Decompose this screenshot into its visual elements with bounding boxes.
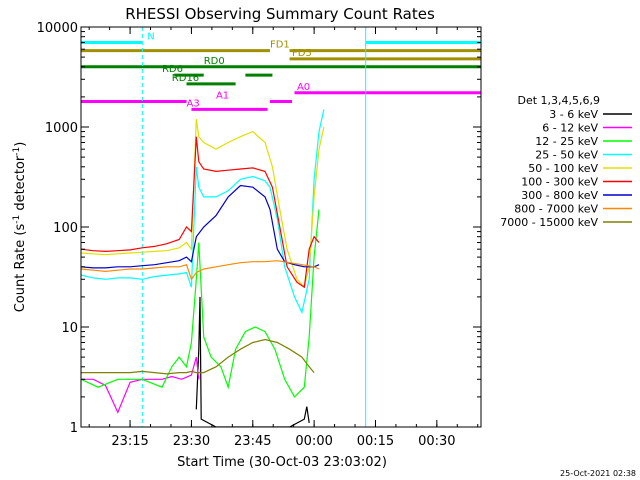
y-tick-label: 10000 bbox=[37, 21, 78, 36]
y-tick-label: 1000 bbox=[45, 121, 78, 136]
legend-label-25-50-kev: 25 - 50 keV bbox=[535, 149, 598, 162]
series-line-800-7000-kev bbox=[81, 260, 320, 281]
x-tick-label: 23:30 bbox=[173, 434, 210, 449]
state-label-rd6: RD6 bbox=[162, 64, 183, 75]
y-axis-label: Count Rate (s-1 detector-1) bbox=[12, 142, 28, 313]
legend-label-7000-15000-kev: 7000 - 15000 keV bbox=[500, 216, 598, 229]
legend-label-50-100-kev: 50 - 100 keV bbox=[528, 162, 598, 175]
series-line-100-300-kev bbox=[81, 136, 320, 289]
x-tick-label: 00:15 bbox=[357, 434, 394, 449]
legend-label-300-800-kev: 300 - 800 keV bbox=[521, 189, 598, 202]
x-tick-label: 23:45 bbox=[234, 434, 271, 449]
y-tick-label: 100 bbox=[53, 221, 78, 236]
state-label-rd0: RD0 bbox=[204, 56, 225, 67]
x-tick-label: 00:30 bbox=[418, 434, 455, 449]
legend-label-800-7000-kev: 800 - 7000 keV bbox=[514, 203, 598, 216]
state-label-a0: A0 bbox=[297, 82, 310, 93]
series-line-25-50-kev bbox=[81, 109, 325, 315]
series-line-12-25-kev bbox=[81, 209, 320, 398]
state-label-rd16: RD16 bbox=[172, 73, 199, 84]
state-label-fd1: FD1 bbox=[270, 40, 290, 51]
timestamp-label: 25-Oct-2021 02:38 bbox=[560, 469, 636, 478]
series-line-3-6-kev bbox=[195, 296, 310, 427]
legend-label-100-300-kev: 100 - 300 keV bbox=[521, 176, 598, 189]
state-label-n: N bbox=[147, 31, 154, 42]
legend-label-12-25-kev: 12 - 25 keV bbox=[535, 135, 598, 148]
series-line-50-100-kev bbox=[81, 119, 325, 289]
legend-header: Det 1,3,4,5,6,9 bbox=[517, 94, 600, 107]
legend-label-6-12-kev: 6 - 12 keV bbox=[542, 122, 598, 135]
state-label-a1: A1 bbox=[216, 90, 229, 101]
state-label-fd5: FD5 bbox=[292, 48, 312, 59]
x-axis-label: Start Time (30-Oct-03 23:03:02) bbox=[177, 455, 387, 470]
chart-title: RHESSI Observing Summary Count Rates bbox=[125, 5, 435, 23]
state-label-a3: A3 bbox=[187, 98, 200, 109]
series-line-7000-15000-kev bbox=[81, 338, 315, 375]
y-tick-label: 1 bbox=[70, 421, 78, 436]
legend-label-3-6-kev: 3 - 6 keV bbox=[549, 108, 598, 121]
x-tick-label: 00:00 bbox=[295, 434, 332, 449]
y-tick-label: 10 bbox=[61, 321, 78, 336]
x-tick-label: 23:15 bbox=[111, 434, 148, 449]
